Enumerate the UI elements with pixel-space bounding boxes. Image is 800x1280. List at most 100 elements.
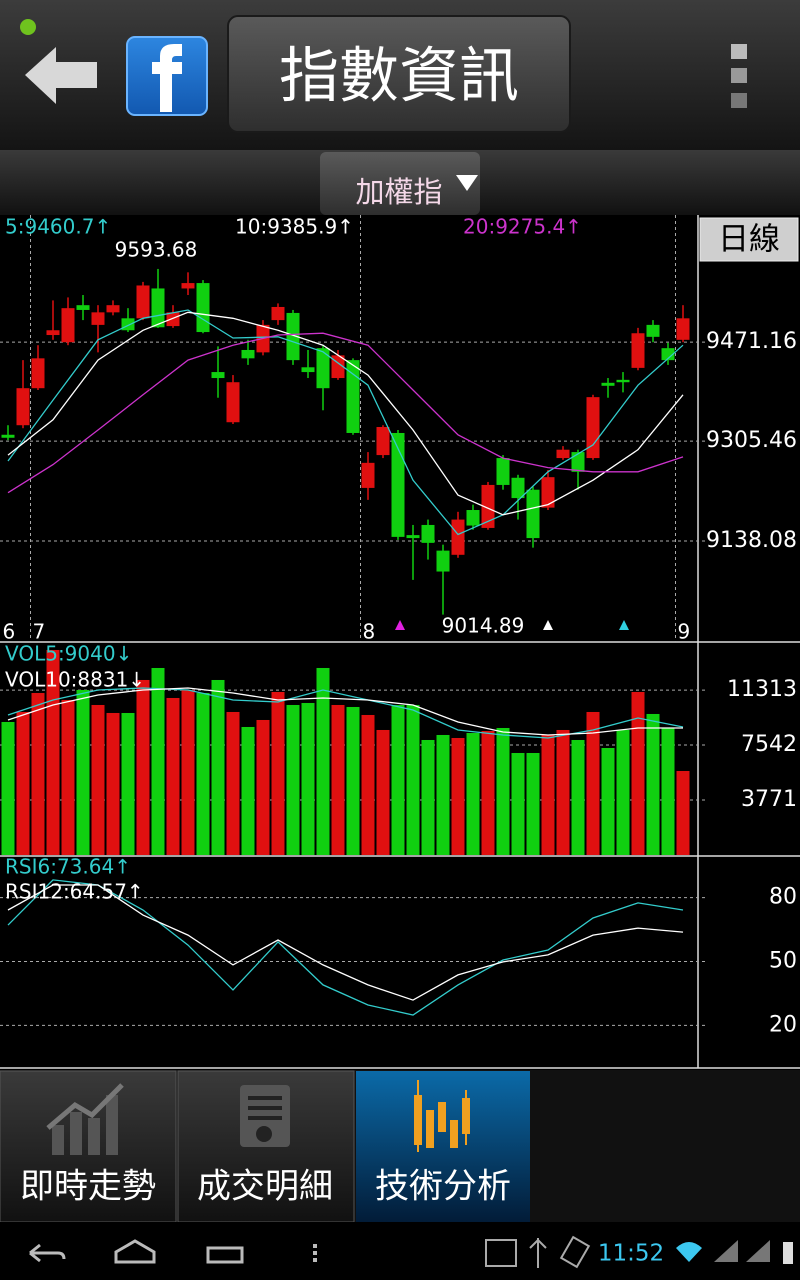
candle-body [16,388,30,426]
indicator-line [7,879,684,1016]
menu-dot[interactable] [731,44,747,59]
icon-bar [88,1118,100,1155]
volume-bar [181,689,195,855]
volume-bar [61,699,75,855]
signal-marker [395,620,405,630]
icon-row [248,1096,282,1100]
candle-body [586,397,600,459]
candle-body [466,510,480,526]
low-label: 9014.89 [442,614,525,638]
candle-body [136,285,150,319]
nav-menu[interactable] [313,1244,317,1248]
period-button[interactable] [699,217,799,262]
candle-body [616,379,630,383]
nav-menu[interactable] [313,1258,317,1262]
volume-bar [226,711,240,855]
candle-body [556,449,570,459]
volume-bar [301,702,315,855]
status-wifi [676,1242,702,1262]
icon-row [248,1106,282,1110]
candle-icon [414,1080,470,1152]
status-signal [746,1240,770,1262]
volume-bar [196,692,210,855]
x-tick-label: 9 [678,620,691,644]
icon-line [46,1083,124,1130]
y-tick-label: 9305.46 [706,428,797,453]
icon-row [248,1116,282,1120]
candle-body [376,427,390,456]
volume-bar [1,721,15,855]
tab-active[interactable] [356,1071,530,1222]
candle-body [421,524,435,543]
candle-body [346,360,360,433]
candle-body [61,308,75,343]
y-tick-label: 50 [769,949,797,974]
candle-body [211,372,225,379]
status-rotate [559,1235,591,1269]
candle-body [631,333,645,368]
nav-back[interactable] [29,1243,66,1263]
indicator-line [7,311,684,516]
y-tick-label: 7542 [741,732,797,757]
volume-bar [631,691,645,855]
legend-entry: VOL5:9040↓ [5,642,132,666]
candle-body [316,348,330,389]
volume-bar [106,712,120,855]
x-tick-label: 8 [363,620,376,644]
volume-bar [76,689,90,855]
volume-bar [661,727,675,855]
dropdown-arrow [456,175,478,191]
volume-bar [571,739,585,855]
high-label: 9593.68 [115,237,198,261]
back-button[interactable] [25,47,97,104]
volume-bar [166,697,180,855]
legend-entry: 10:9385.9↑ [235,215,354,239]
candle-body [601,382,615,386]
x-tick-label: 7 [33,620,46,644]
candle-body [31,358,45,389]
candle-body [166,312,180,327]
icon-bar [106,1095,118,1155]
volume-bar [241,726,255,855]
icon-wick [465,1090,467,1145]
menu-dot[interactable] [731,68,747,83]
candle-body [46,330,60,336]
candle-body [511,477,525,499]
volume-bar [406,704,420,855]
volume-bar [16,711,30,855]
dropdown-label: 加權指 [355,175,442,209]
detail-icon [240,1085,290,1147]
period-label: 日線 [718,222,780,258]
nav-recent[interactable] [206,1246,244,1264]
tab[interactable] [0,1070,177,1223]
icon-coin [256,1126,272,1142]
menu-dot[interactable] [731,93,747,108]
candle-body [481,484,495,528]
y-tick-label: 11313 [727,677,797,702]
trend-icon [46,1083,124,1155]
y-tick-label: 80 [769,885,797,910]
candle-body [1,434,15,438]
icon-bar [70,1112,82,1155]
nav-menu[interactable] [313,1251,317,1255]
volume-bar [676,770,690,855]
nav-home[interactable] [114,1239,156,1264]
candle-body [196,283,210,333]
legend-entry: VOL10:8831↓ [5,668,145,692]
indicator-line [7,332,684,494]
x-tick-label: 6 [3,620,16,644]
volume-bar [376,729,390,855]
index-dropdown[interactable] [320,152,480,215]
candle-body [271,306,285,321]
title-button[interactable] [227,15,571,133]
volume-bar [136,679,150,855]
indicator-line [7,884,684,1001]
volume-bar [331,704,345,855]
volume-bar [526,752,540,855]
icon-wick [417,1080,419,1152]
candle-body [496,458,510,485]
candle-body [226,382,240,423]
icon-candle [426,1110,434,1148]
